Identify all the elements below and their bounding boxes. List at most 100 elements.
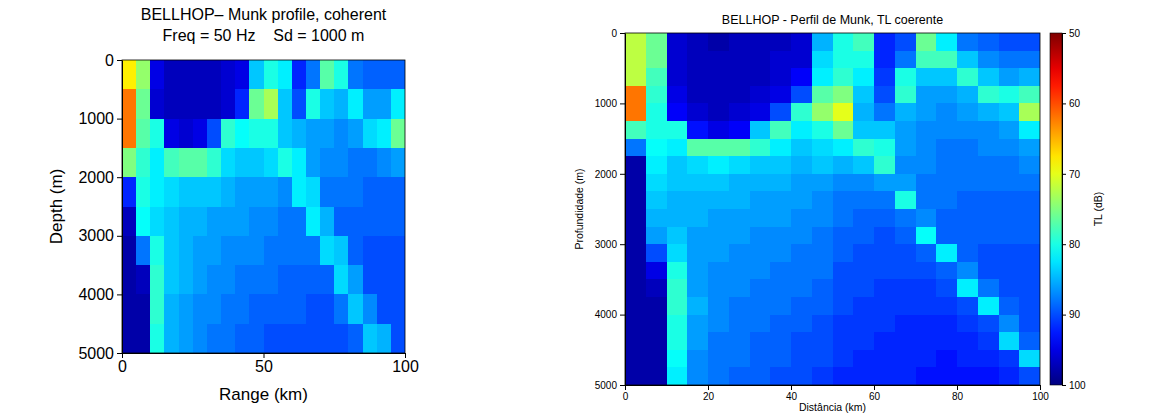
- cell: [853, 86, 874, 104]
- y-tick-mark: [117, 294, 122, 295]
- x-tick-mark: [791, 385, 792, 390]
- chart-root: 050100010002000300040005000BELLHOP– Munk…: [0, 0, 1158, 417]
- y-tick-label: 5000: [78, 345, 114, 362]
- colorbar-tick-label: 80: [1069, 239, 1081, 250]
- y-tick-mark: [117, 119, 122, 120]
- cell: [249, 265, 264, 295]
- cell: [136, 294, 151, 324]
- cell: [136, 265, 151, 295]
- cell: [853, 279, 874, 297]
- cell: [164, 89, 179, 119]
- cell: [978, 332, 999, 350]
- cell: [179, 324, 194, 353]
- cell: [895, 227, 916, 245]
- cell: [625, 33, 646, 51]
- cell: [377, 324, 392, 353]
- cell: [687, 227, 708, 245]
- cell: [348, 177, 363, 207]
- x-tick-label: 20: [703, 391, 715, 402]
- cell: [306, 119, 321, 149]
- cell: [687, 86, 708, 104]
- cell: [833, 209, 854, 227]
- cell: [179, 89, 194, 119]
- y-tick-label: 5000: [595, 380, 618, 391]
- cell: [320, 207, 335, 237]
- cell: [391, 148, 405, 178]
- y-tick: 4000: [78, 286, 122, 303]
- colorbar-tick: 80: [1062, 239, 1081, 250]
- cell: [391, 324, 405, 353]
- cell: [853, 209, 874, 227]
- cell: [874, 156, 895, 174]
- cell: [377, 148, 392, 178]
- cell: [363, 207, 378, 237]
- cell: [150, 177, 165, 207]
- cell: [687, 350, 708, 368]
- cell: [646, 279, 667, 297]
- panel: 020406080100010002000300040005000BELLHOP…: [573, 13, 1104, 413]
- cell: [235, 236, 250, 266]
- cell: [729, 350, 750, 368]
- y-tick: 4000: [595, 309, 625, 320]
- cell: [729, 51, 750, 69]
- colorbar-tick-label: 50: [1069, 28, 1081, 39]
- y-tick: 0: [105, 52, 122, 69]
- cell: [936, 227, 957, 245]
- cell: [667, 191, 688, 209]
- cell: [957, 156, 978, 174]
- cell: [687, 156, 708, 174]
- cell: [999, 262, 1020, 280]
- cell: [320, 60, 335, 90]
- colorbar-tick: 50: [1062, 28, 1081, 39]
- cell: [221, 119, 236, 149]
- cell: [770, 191, 791, 209]
- cell: [750, 297, 771, 315]
- x-axis-line: [626, 385, 1041, 386]
- cell: [853, 103, 874, 121]
- cell: [978, 297, 999, 315]
- cell: [150, 324, 165, 353]
- title: BELLHOP– Munk profile, coherent: [141, 6, 387, 23]
- cell: [1019, 209, 1040, 227]
- cell: [708, 297, 729, 315]
- cell: [249, 236, 264, 266]
- cell: [874, 86, 895, 104]
- cell: [292, 294, 307, 324]
- cell: [1019, 279, 1040, 297]
- cell: [936, 279, 957, 297]
- x-tick: 0: [118, 353, 127, 375]
- cell: [874, 262, 895, 280]
- cell: [957, 209, 978, 227]
- cell: [193, 89, 208, 119]
- cell: [750, 350, 771, 368]
- cell: [936, 86, 957, 104]
- cell: [874, 297, 895, 315]
- cell: [833, 139, 854, 157]
- cell: [708, 33, 729, 51]
- cell: [122, 294, 137, 324]
- cell: [687, 191, 708, 209]
- cell: [770, 33, 791, 51]
- cell: [249, 177, 264, 207]
- cell: [292, 265, 307, 295]
- cell: [853, 227, 874, 245]
- y-axis-title: Depth (m): [47, 169, 66, 245]
- cell: [729, 139, 750, 157]
- cell: [916, 297, 937, 315]
- cell: [770, 51, 791, 69]
- x-tick-mark: [264, 353, 265, 358]
- cell: [791, 156, 812, 174]
- cell: [708, 174, 729, 192]
- y-tick: 0: [611, 28, 625, 39]
- cell: [708, 68, 729, 86]
- cell: [999, 139, 1020, 157]
- cell: [895, 174, 916, 192]
- cell: [833, 86, 854, 104]
- cell: [193, 294, 208, 324]
- cell: [646, 86, 667, 104]
- cell: [708, 156, 729, 174]
- colorbar-tick-mark: [1062, 385, 1066, 386]
- cell: [791, 103, 812, 121]
- cell: [957, 51, 978, 69]
- cell: [278, 148, 293, 178]
